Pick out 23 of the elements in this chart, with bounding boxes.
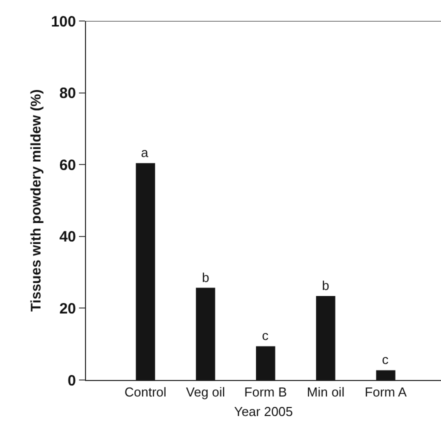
y-axis-title: Tissues with powdery mildew (%) (28, 89, 44, 312)
annotation: b (202, 270, 210, 285)
y-tick-label: 60 (59, 156, 76, 174)
annotation: c (262, 328, 269, 343)
y-tick-label: 0 (68, 372, 76, 390)
y-tick-label: 40 (59, 228, 76, 246)
x-tick-label: Min oil (306, 384, 345, 400)
y-tick-label: 20 (59, 300, 76, 318)
bar (316, 296, 336, 380)
annotation: b (322, 278, 330, 293)
bar (256, 346, 276, 380)
bar (196, 288, 216, 380)
y-tick-label: 80 (59, 85, 76, 102)
x-tick-label: Veg oil (186, 384, 226, 400)
x-tick-label: Form B (244, 384, 287, 400)
x-axis-title: Year 2005 (234, 404, 293, 420)
x-tick-label: Form A (364, 384, 408, 400)
annotation: a (141, 145, 149, 160)
x-tick-label: Control (124, 384, 167, 400)
annotation: c (382, 352, 389, 367)
y-tick-label: 100 (50, 13, 76, 30)
bar (376, 370, 396, 380)
bar (136, 163, 156, 380)
